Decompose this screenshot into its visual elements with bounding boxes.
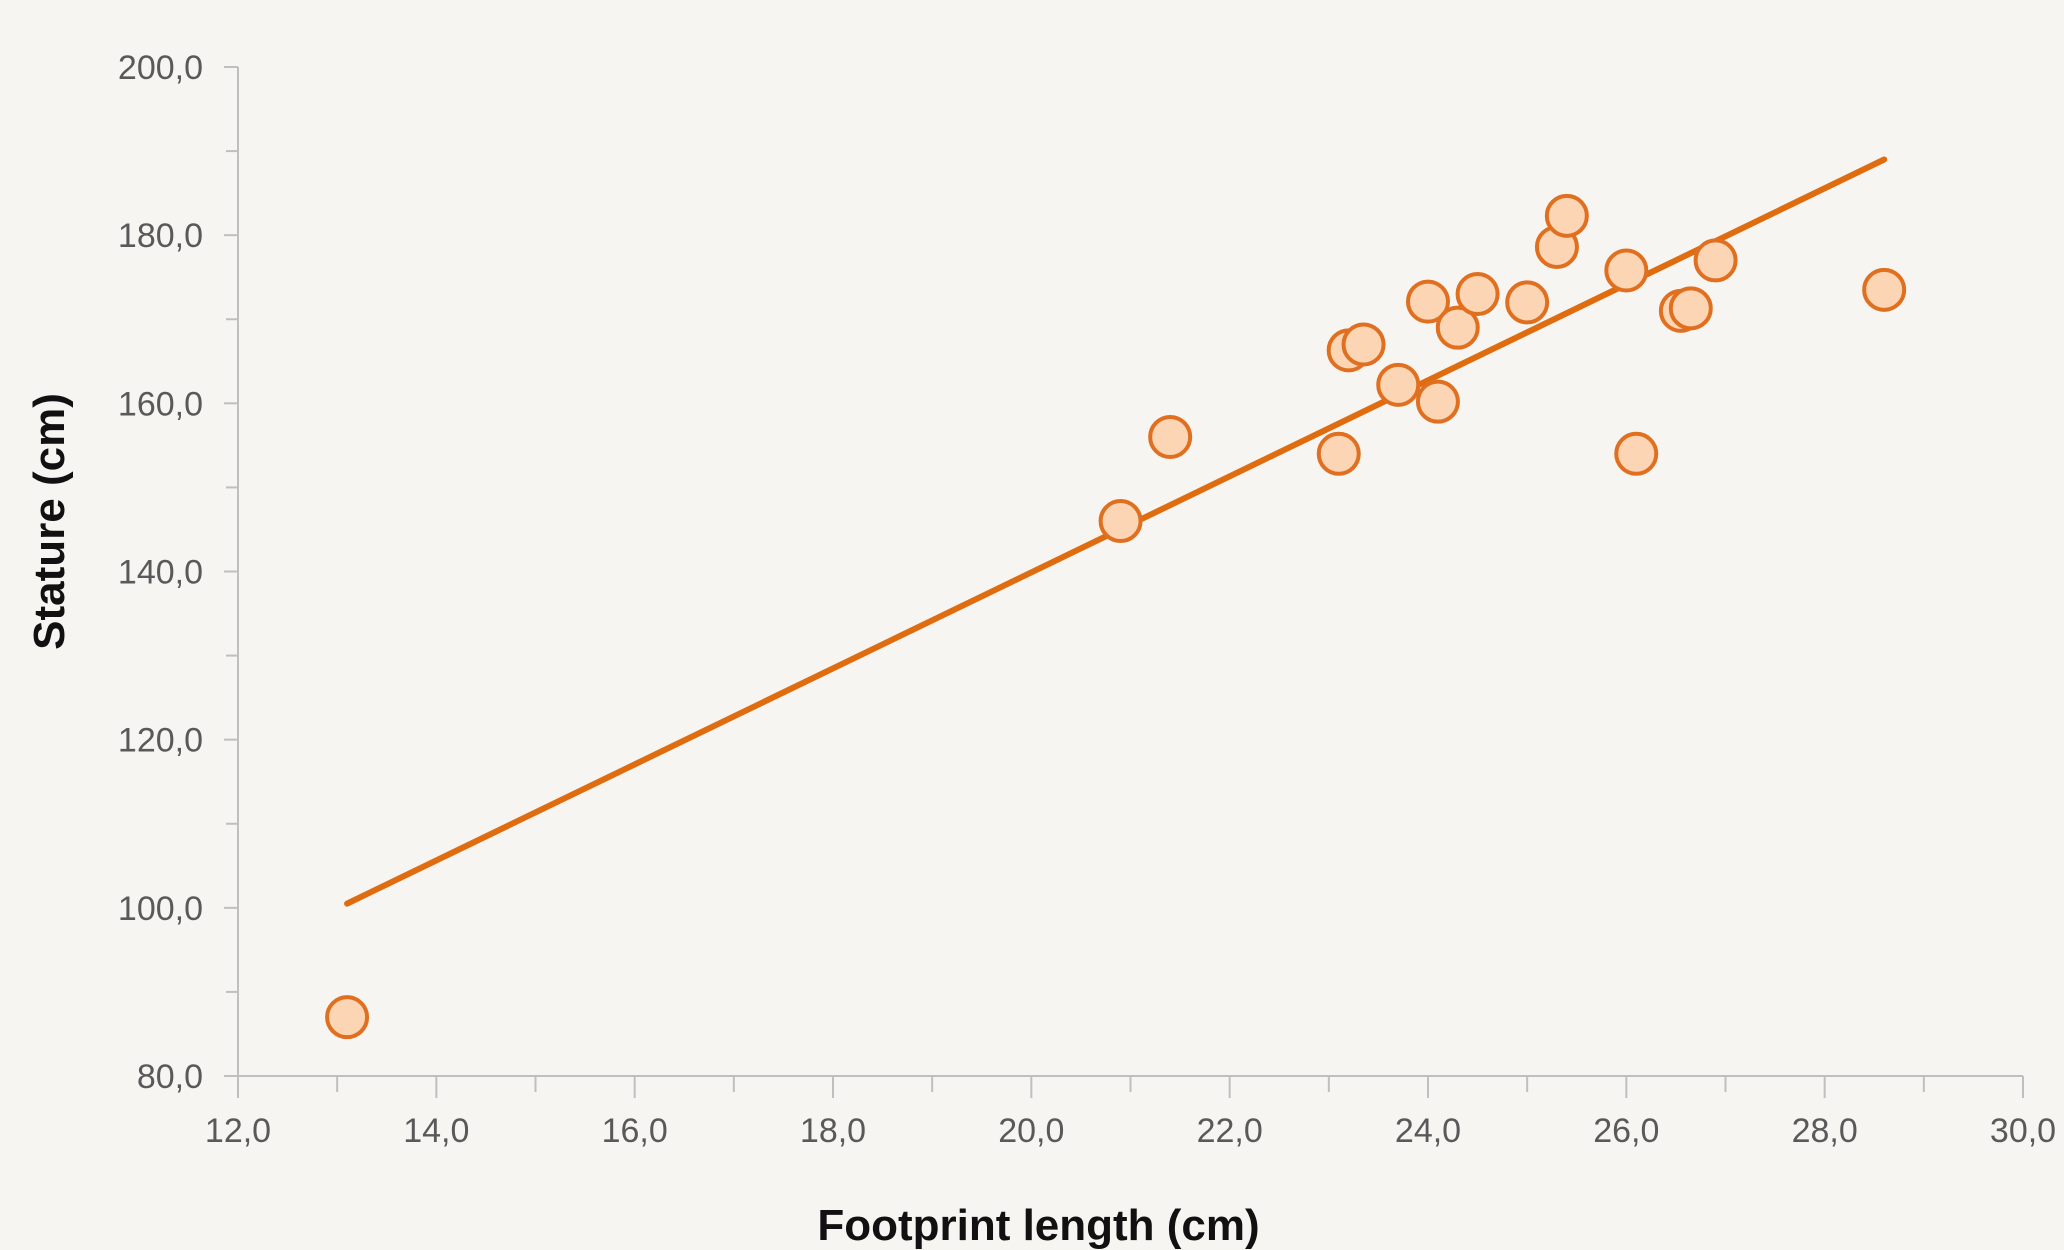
y-tick-label: 160,0 (118, 385, 203, 423)
data-points (325, 193, 1907, 1040)
data-point (1693, 238, 1738, 283)
y-tick-labels: 80,0 100,0 120,0 140,0 160,0 180,0 200,0 (118, 49, 203, 1096)
x-tick-label: 16,0 (602, 1112, 668, 1150)
y-tick-label: 100,0 (118, 890, 203, 928)
data-point (1376, 362, 1421, 407)
tick-marks (224, 66, 2024, 1098)
y-tick-label: 120,0 (118, 722, 203, 760)
axes (237, 67, 2023, 1077)
data-point (1148, 414, 1193, 459)
x-axis-title: Footprint length (cm) (817, 1201, 1259, 1250)
data-point (1435, 305, 1480, 350)
x-tick-label: 20,0 (998, 1112, 1064, 1150)
x-tick-label: 18,0 (800, 1112, 866, 1150)
data-point (1668, 286, 1713, 331)
x-tick-label: 12,0 (205, 1112, 271, 1150)
data-point (1341, 322, 1386, 367)
data-point (1406, 279, 1450, 324)
x-tick-labels: 12,0 14,0 16,0 18,0 20,0 22,0 24,0 26,0 28,0 30,0 (205, 1112, 2056, 1150)
y-tick-label: 180,0 (118, 217, 203, 255)
y-tick-label: 200,0 (118, 49, 203, 87)
data-point (1862, 267, 1907, 312)
data-point (325, 995, 370, 1040)
data-point (1455, 272, 1500, 317)
data-point (1415, 379, 1460, 424)
x-tick-label: 24,0 (1395, 1112, 1461, 1150)
y-tick-label: 80,0 (137, 1058, 203, 1096)
x-tick-label: 28,0 (1792, 1112, 1858, 1150)
x-tick-label: 26,0 (1593, 1112, 1659, 1150)
y-tick-label: 140,0 (118, 554, 203, 592)
data-point (1098, 499, 1143, 544)
data-point (1505, 280, 1550, 325)
data-point (1604, 248, 1649, 293)
data-point (1544, 193, 1589, 238)
data-point (1614, 431, 1659, 476)
x-tick-label: 14,0 (403, 1112, 469, 1150)
x-tick-label: 22,0 (1197, 1112, 1263, 1150)
data-point (1316, 431, 1361, 476)
x-tick-label: 30,0 (1990, 1112, 2056, 1150)
y-axis-title: Stature (cm) (25, 393, 74, 650)
